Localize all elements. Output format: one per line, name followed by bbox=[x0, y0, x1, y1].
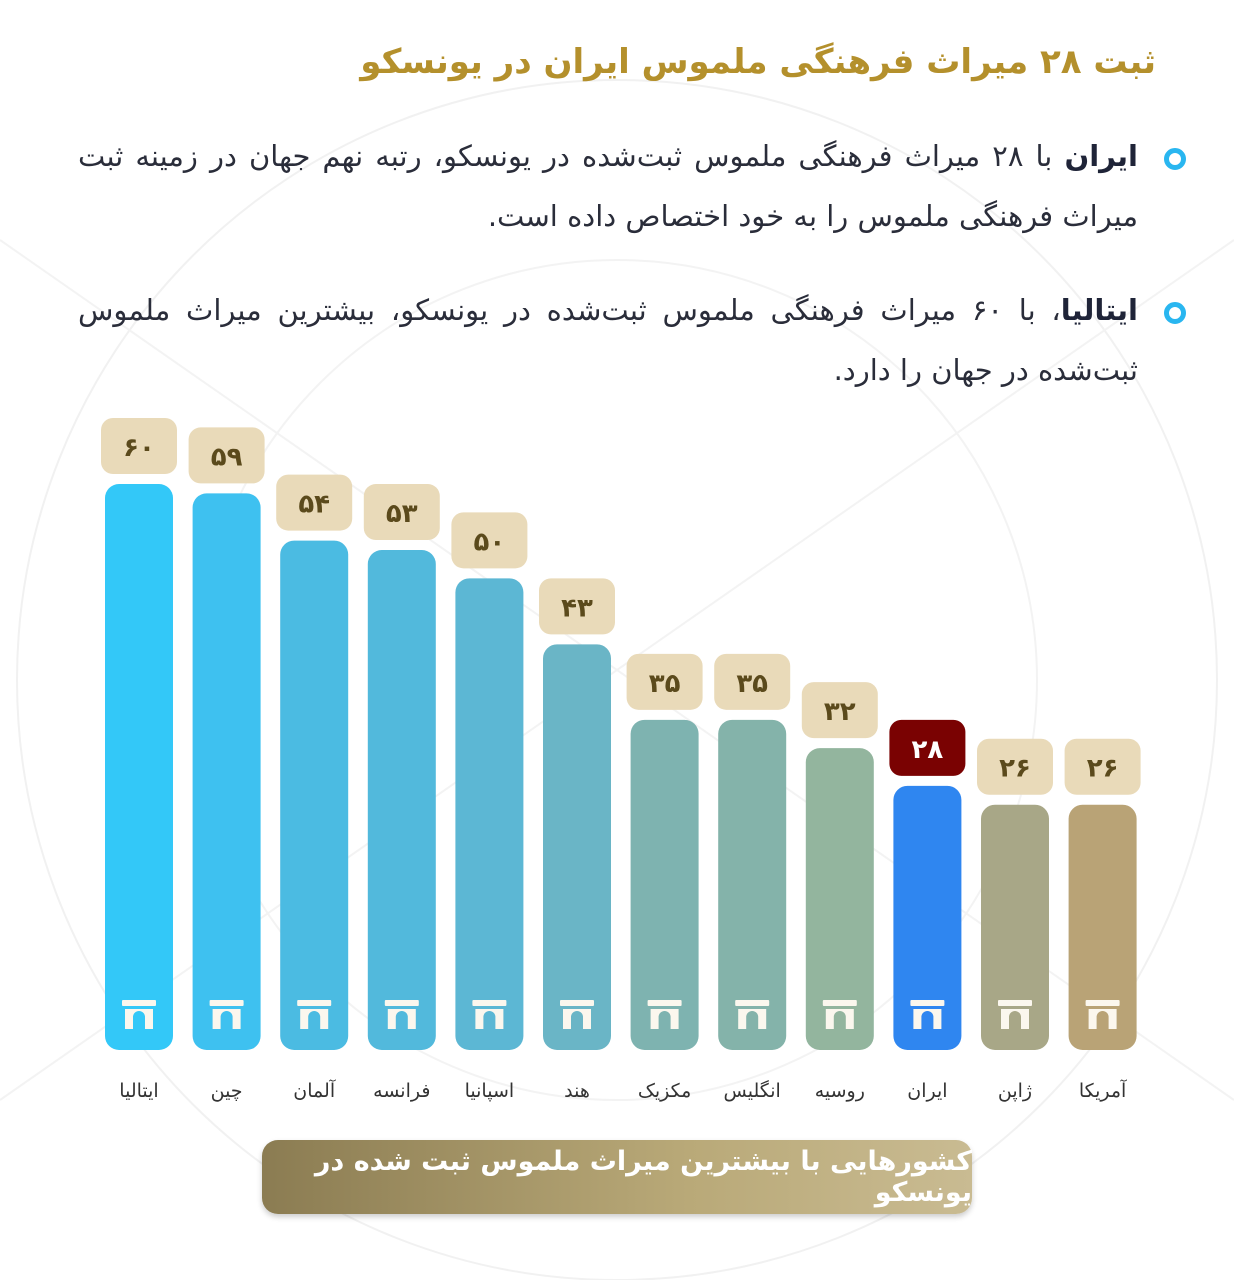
value-badge bbox=[714, 653, 791, 710]
bullet-bold: ایران bbox=[1064, 139, 1138, 173]
bar bbox=[981, 804, 1049, 1050]
bar-group: ۲۶ آمریکا bbox=[1064, 738, 1141, 1102]
category-label: ایتالیا bbox=[119, 1080, 158, 1102]
bar-group: ۵۳ فرانسه bbox=[363, 484, 440, 1102]
page-title: ثبت ۲۸ میراث فرهنگی ملموس ایران در یونسک… bbox=[360, 42, 1156, 82]
bar-group: ۵۴ آلمان bbox=[276, 474, 353, 1102]
bullet-italy: ایتالیا، با ۶۰ میراث فرهنگی ملموس ثبت‌شد… bbox=[78, 280, 1186, 400]
bar-chart: ۶۰ ایتالیا ۵۹ چین ۵۴ آلمان ۵۳ فرانسه ۵۰ اسپانیا ۴۳… bbox=[101, 418, 1141, 1102]
value-badge bbox=[801, 682, 878, 739]
data-label: ۶۰ bbox=[123, 433, 155, 463]
category-label: فرانسه bbox=[373, 1080, 430, 1102]
monument-arch-icon bbox=[209, 1000, 244, 1029]
category-label: آمریکا bbox=[1079, 1078, 1127, 1102]
monument-arch-icon bbox=[560, 1000, 594, 1029]
data-label: ۵۹ bbox=[211, 442, 243, 472]
data-label: ۲۸ bbox=[912, 735, 944, 765]
category-label: مکزیک bbox=[638, 1080, 691, 1102]
bar-group: ۲۸ ایران bbox=[889, 719, 966, 1102]
bar-group: ۳۵ انگلیس bbox=[714, 653, 791, 1102]
bullet-dot-icon bbox=[1164, 148, 1186, 170]
value-badge bbox=[451, 512, 528, 569]
data-label: ۵۰ bbox=[474, 527, 506, 557]
bullet-text: ، با ۶۰ میراث فرهنگی ملموس ثبت‌شده در یو… bbox=[78, 293, 1138, 387]
chart-title-banner: کشورهایی با بیشترین میراث ملموس ثبت شده … bbox=[262, 1140, 972, 1214]
bar bbox=[455, 578, 524, 1050]
value-badge bbox=[188, 427, 265, 484]
data-label: ۵۴ bbox=[298, 490, 330, 520]
value-badge bbox=[276, 474, 353, 531]
data-label: ۵۳ bbox=[386, 499, 418, 529]
monument-arch-icon bbox=[822, 1000, 857, 1029]
category-label: هند bbox=[564, 1080, 590, 1102]
data-label: ۳۵ bbox=[736, 669, 768, 699]
monument-arch-icon bbox=[735, 1000, 770, 1029]
value-badge bbox=[539, 578, 615, 635]
data-label: ۳۲ bbox=[824, 697, 856, 727]
category-label: انگلیس bbox=[724, 1079, 781, 1102]
monument-arch-icon bbox=[647, 1000, 682, 1029]
value-badge bbox=[1064, 738, 1141, 795]
monument-arch-icon bbox=[910, 1000, 945, 1029]
bullet-bold: ایتالیا bbox=[1060, 293, 1138, 327]
bar-group: ۴۳ هند bbox=[539, 578, 615, 1102]
monument-arch-icon bbox=[1085, 1000, 1120, 1029]
category-label: ژاپن bbox=[998, 1080, 1032, 1102]
monument-arch-icon bbox=[122, 1000, 156, 1029]
bar bbox=[280, 540, 349, 1050]
bar bbox=[718, 719, 787, 1050]
bar-group: ۵۹ چین bbox=[188, 427, 265, 1102]
bar bbox=[105, 484, 173, 1050]
bar bbox=[630, 719, 699, 1050]
category-label: آلمان bbox=[293, 1078, 336, 1102]
bullet-iran: ایران با ۲۸ میراث فرهنگی ملموس ثبت‌شده د… bbox=[78, 126, 1186, 246]
bar-group: ۶۰ ایتالیا bbox=[101, 418, 177, 1102]
data-label: ۲۶ bbox=[1087, 754, 1119, 784]
value-badge bbox=[977, 738, 1053, 795]
data-label: ۳۵ bbox=[649, 669, 681, 699]
bullet-text: با ۲۸ میراث فرهنگی ملموس ثبت‌شده در یونس… bbox=[78, 139, 1138, 233]
category-label: ایران bbox=[907, 1080, 947, 1102]
monument-arch-icon bbox=[297, 1000, 332, 1029]
bar bbox=[893, 785, 962, 1050]
bar-group: ۵۰ اسپانیا bbox=[451, 512, 528, 1102]
value-badge bbox=[363, 484, 440, 541]
data-label: ۲۶ bbox=[999, 754, 1031, 784]
data-label: ۴۳ bbox=[561, 593, 593, 623]
monument-arch-icon bbox=[384, 1000, 419, 1029]
monument-arch-icon bbox=[998, 1000, 1032, 1029]
bar bbox=[367, 550, 436, 1050]
bar-group: ۲۶ ژاپن bbox=[977, 738, 1053, 1102]
bar bbox=[1068, 804, 1137, 1050]
bullet-dot-icon bbox=[1164, 302, 1186, 324]
bar bbox=[543, 644, 611, 1050]
category-label: روسیه bbox=[815, 1080, 865, 1102]
value-badge bbox=[626, 653, 703, 710]
value-badge bbox=[101, 418, 177, 474]
category-label: چین bbox=[211, 1080, 243, 1102]
bar bbox=[805, 748, 874, 1050]
bar-group: ۳۵ مکزیک bbox=[626, 653, 703, 1102]
bar-group: ۳۲ روسیه bbox=[801, 682, 878, 1102]
category-label: اسپانیا bbox=[465, 1080, 515, 1102]
monument-arch-icon bbox=[472, 1000, 507, 1029]
bar bbox=[192, 493, 261, 1050]
value-badge bbox=[889, 719, 966, 776]
